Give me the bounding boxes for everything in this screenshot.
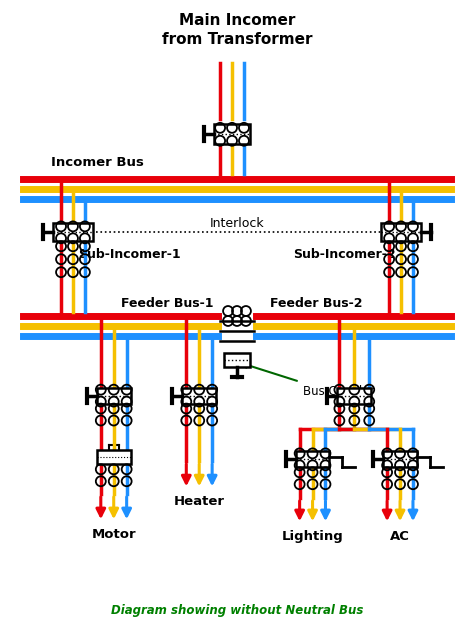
Text: Incomer Bus: Incomer Bus [51, 156, 144, 168]
Text: Motor: Motor [91, 528, 136, 541]
Text: Lighting: Lighting [282, 530, 344, 543]
Text: Diagram showing without Neutral Bus: Diagram showing without Neutral Bus [111, 603, 363, 617]
Text: Feeder Bus-1: Feeder Bus-1 [121, 297, 213, 310]
Text: AC: AC [390, 530, 410, 543]
Bar [182, 387, 216, 404]
Bar [214, 124, 250, 144]
Bar [53, 223, 93, 241]
Bar [383, 451, 417, 468]
Text: Heater: Heater [174, 495, 225, 508]
Bar [381, 223, 421, 241]
Text: Main Incomer
from Transformer: Main Incomer from Transformer [162, 13, 312, 47]
Text: Feeder Bus-2: Feeder Bus-2 [270, 297, 362, 310]
Text: Bus Coupler: Bus Coupler [302, 385, 374, 398]
Bar [337, 387, 371, 404]
Text: Interlock: Interlock [210, 217, 264, 230]
Text: Sub-Incomer-2: Sub-Incomer-2 [293, 249, 396, 261]
Bar [224, 353, 250, 367]
Bar [97, 387, 131, 404]
Text: Sub-Incomer-1: Sub-Incomer-1 [78, 249, 181, 261]
Bar [296, 451, 329, 468]
Bar [97, 450, 131, 464]
